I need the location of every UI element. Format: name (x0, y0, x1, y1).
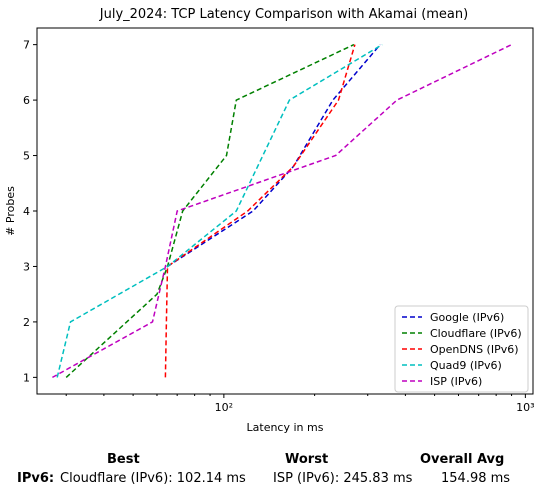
series-line-4 (52, 43, 512, 379)
y-tick-label: 7 (23, 39, 30, 52)
series-line-0 (167, 44, 381, 268)
legend-label: Google (IPv6) (430, 311, 504, 324)
series-line-3 (56, 43, 383, 378)
y-tick-label: 4 (23, 205, 30, 218)
y-axis-label: # Probes (4, 186, 17, 236)
x-tick-label: 10³ (516, 401, 534, 414)
summary-header-best: Best (107, 452, 140, 467)
y-tick-label: 2 (23, 316, 30, 329)
y-tick-label: 1 (23, 371, 30, 384)
series-line-1 (65, 43, 355, 378)
summary-header-worst: Worst (285, 452, 329, 467)
legend-label: Quad9 (IPv6) (430, 359, 502, 372)
summary-overall-value: 154.98 ms (441, 471, 511, 486)
summary-header-overall: Overall Avg (420, 452, 505, 467)
x-axis-label: Latency in ms (247, 421, 324, 434)
summary-worst-value: ISP (IPv6): 245.83 ms (273, 471, 413, 486)
legend-box (394, 305, 529, 393)
summary-row-label: IPv6: (17, 471, 55, 486)
legend: Google (IPv6) Cloudflare (IPv6) OpenDNS (I… (394, 305, 529, 393)
latency-chart: July_2024: TCP Latency Comparison with A… (4, 7, 535, 434)
summary-best-value: Cloudflare (IPv6): 102.14 ms (60, 471, 246, 486)
series-line-2 (164, 44, 356, 378)
y-tick-label: 3 (23, 260, 30, 273)
chart-title: July_2024: TCP Latency Comparison with A… (99, 7, 468, 22)
legend-label: ISP (IPv6) (430, 375, 482, 388)
y-tick-label: 6 (23, 94, 30, 107)
legend-label: Cloudflare (IPv6) (430, 327, 522, 340)
x-tick-label: 10² (215, 401, 233, 414)
legend-label: OpenDNS (IPv6) (430, 343, 519, 356)
y-tick-label: 5 (23, 150, 30, 163)
